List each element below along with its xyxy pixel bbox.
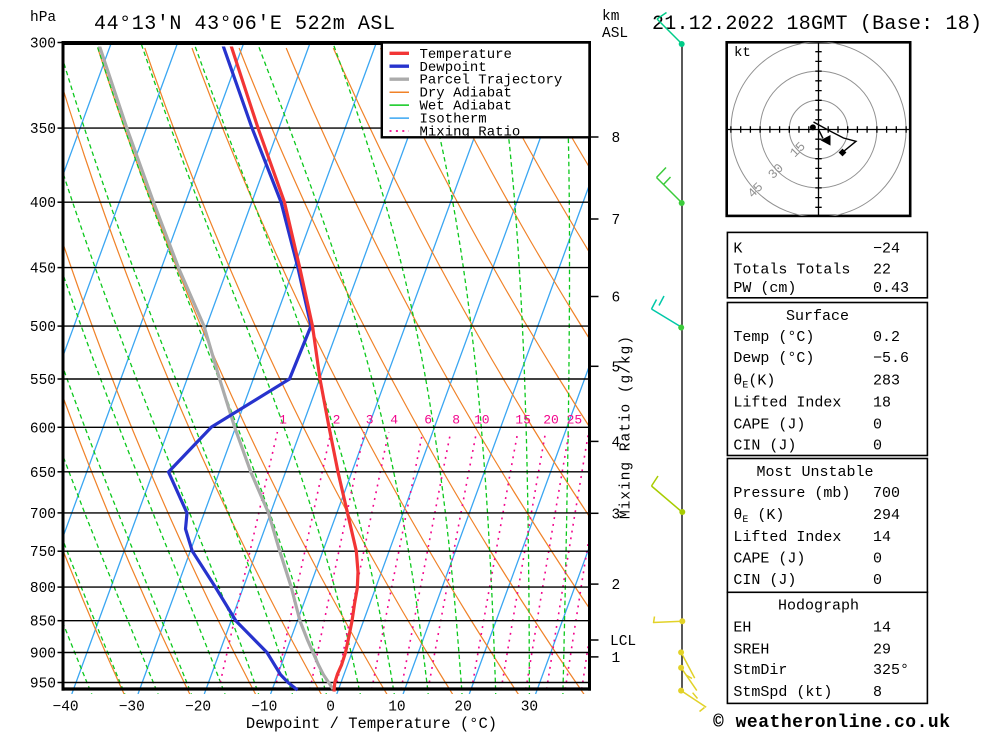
svg-text:0.2: 0.2 [873,329,900,346]
svg-text:CIN (J): CIN (J) [733,438,796,455]
svg-text:294: 294 [873,507,900,524]
svg-text:29: 29 [873,641,891,658]
svg-text:kt: kt [734,45,751,61]
svg-text:Temperature: Temperature [420,47,512,63]
svg-text:22: 22 [873,261,891,278]
svg-text:SREH: SREH [733,641,769,658]
svg-text:8: 8 [612,131,621,147]
svg-text:Most Unstable: Most Unstable [756,464,873,481]
svg-text:−24: −24 [873,241,900,258]
svg-text:Temp (°C): Temp (°C) [733,329,814,346]
svg-text:325°: 325° [873,662,909,679]
svg-text:−30: −30 [119,700,145,716]
svg-text:350: 350 [30,122,56,138]
svg-text:3: 3 [366,413,374,428]
svg-text:700: 700 [30,507,56,523]
svg-text:Dewp (°C): Dewp (°C) [733,350,814,367]
svg-text:750: 750 [30,545,56,561]
svg-text:10: 10 [474,413,490,428]
svg-text:21.12.2022 18GMT (Base: 18): 21.12.2022 18GMT (Base: 18) [652,13,982,36]
svg-text:950: 950 [30,677,56,693]
svg-text:0: 0 [873,438,882,455]
svg-text:4: 4 [390,413,398,428]
svg-text:18: 18 [873,395,891,412]
svg-text:2: 2 [333,413,341,428]
svg-text:900: 900 [30,647,56,663]
svg-text:20: 20 [543,413,559,428]
svg-text:Dry Adiabat: Dry Adiabat [420,86,512,102]
svg-text:StmDir: StmDir [733,662,787,679]
svg-text:Dewpoint: Dewpoint [420,60,487,76]
svg-text:ASL: ASL [602,26,628,42]
svg-text:hPa: hPa [30,10,56,26]
svg-text:−20: −20 [185,700,211,716]
svg-text:2: 2 [612,578,621,594]
svg-text:Mixing Ratio: Mixing Ratio [420,125,521,141]
svg-text:0: 0 [873,417,882,434]
svg-text:20: 20 [454,700,471,716]
svg-text:0: 0 [326,700,335,716]
svg-text:600: 600 [30,421,56,437]
svg-text:5: 5 [612,360,621,376]
svg-text:1: 1 [612,651,621,667]
svg-text:Hodograph: Hodograph [778,598,859,615]
svg-text:30: 30 [521,700,538,716]
svg-text:850: 850 [30,615,56,631]
svg-text:CIN (J): CIN (J) [733,572,796,589]
svg-text:Surface: Surface [786,308,849,325]
svg-text:Wet Adiabat: Wet Adiabat [420,99,512,115]
svg-text:300: 300 [30,37,56,53]
svg-text:400: 400 [30,196,56,212]
svg-text:4: 4 [612,435,621,451]
svg-text:CAPE (J): CAPE (J) [733,417,805,434]
svg-text:14: 14 [873,529,891,546]
svg-text:25: 25 [567,413,583,428]
svg-text:Lifted Index: Lifted Index [733,395,841,412]
svg-text:θE (K): θE (K) [733,507,784,526]
svg-text:CAPE (J): CAPE (J) [733,550,805,567]
svg-text:−40: −40 [53,700,79,716]
svg-text:10: 10 [388,700,405,716]
svg-text:44°13'N 43°06'E 522m ASL: 44°13'N 43°06'E 522m ASL [94,13,395,36]
svg-text:14: 14 [873,619,891,636]
svg-text:K: K [733,241,742,258]
svg-text:θE(K): θE(K) [733,372,775,391]
svg-text:StmSpd (kt): StmSpd (kt) [733,684,832,701]
svg-text:PW (cm): PW (cm) [733,280,796,297]
svg-text:Dewpoint / Temperature (°C): Dewpoint / Temperature (°C) [246,715,497,733]
svg-text:15: 15 [515,413,531,428]
svg-text:500: 500 [30,320,56,336]
svg-text:8: 8 [452,413,460,428]
svg-text:450: 450 [30,262,56,278]
svg-text:0: 0 [873,572,882,589]
svg-text:700: 700 [873,485,900,502]
svg-text:Isotherm: Isotherm [420,112,487,128]
svg-text:−5.6: −5.6 [873,350,909,367]
svg-text:6: 6 [612,291,621,307]
svg-text:Totals Totals: Totals Totals [733,261,850,278]
svg-text:1: 1 [279,413,287,428]
svg-text:Parcel Trajectory: Parcel Trajectory [420,73,563,89]
svg-text:km: km [602,9,619,25]
svg-text:© weatheronline.co.uk: © weatheronline.co.uk [713,713,950,733]
svg-text:800: 800 [30,581,56,597]
svg-text:LCL: LCL [610,634,636,650]
svg-text:650: 650 [30,466,56,482]
svg-text:EH: EH [733,619,751,636]
svg-text:3: 3 [612,507,621,523]
svg-text:Lifted Index: Lifted Index [733,529,841,546]
svg-text:6: 6 [424,413,432,428]
svg-text:0.43: 0.43 [873,280,909,297]
svg-text:283: 283 [873,372,900,389]
svg-text:8: 8 [873,684,882,701]
svg-text:0: 0 [873,550,882,567]
svg-text:−10: −10 [251,700,277,716]
svg-text:Pressure (mb): Pressure (mb) [733,485,850,502]
svg-text:7: 7 [612,213,621,229]
svg-text:Mixing Ratio (g/kg): Mixing Ratio (g/kg) [619,336,635,519]
svg-text:550: 550 [30,373,56,389]
